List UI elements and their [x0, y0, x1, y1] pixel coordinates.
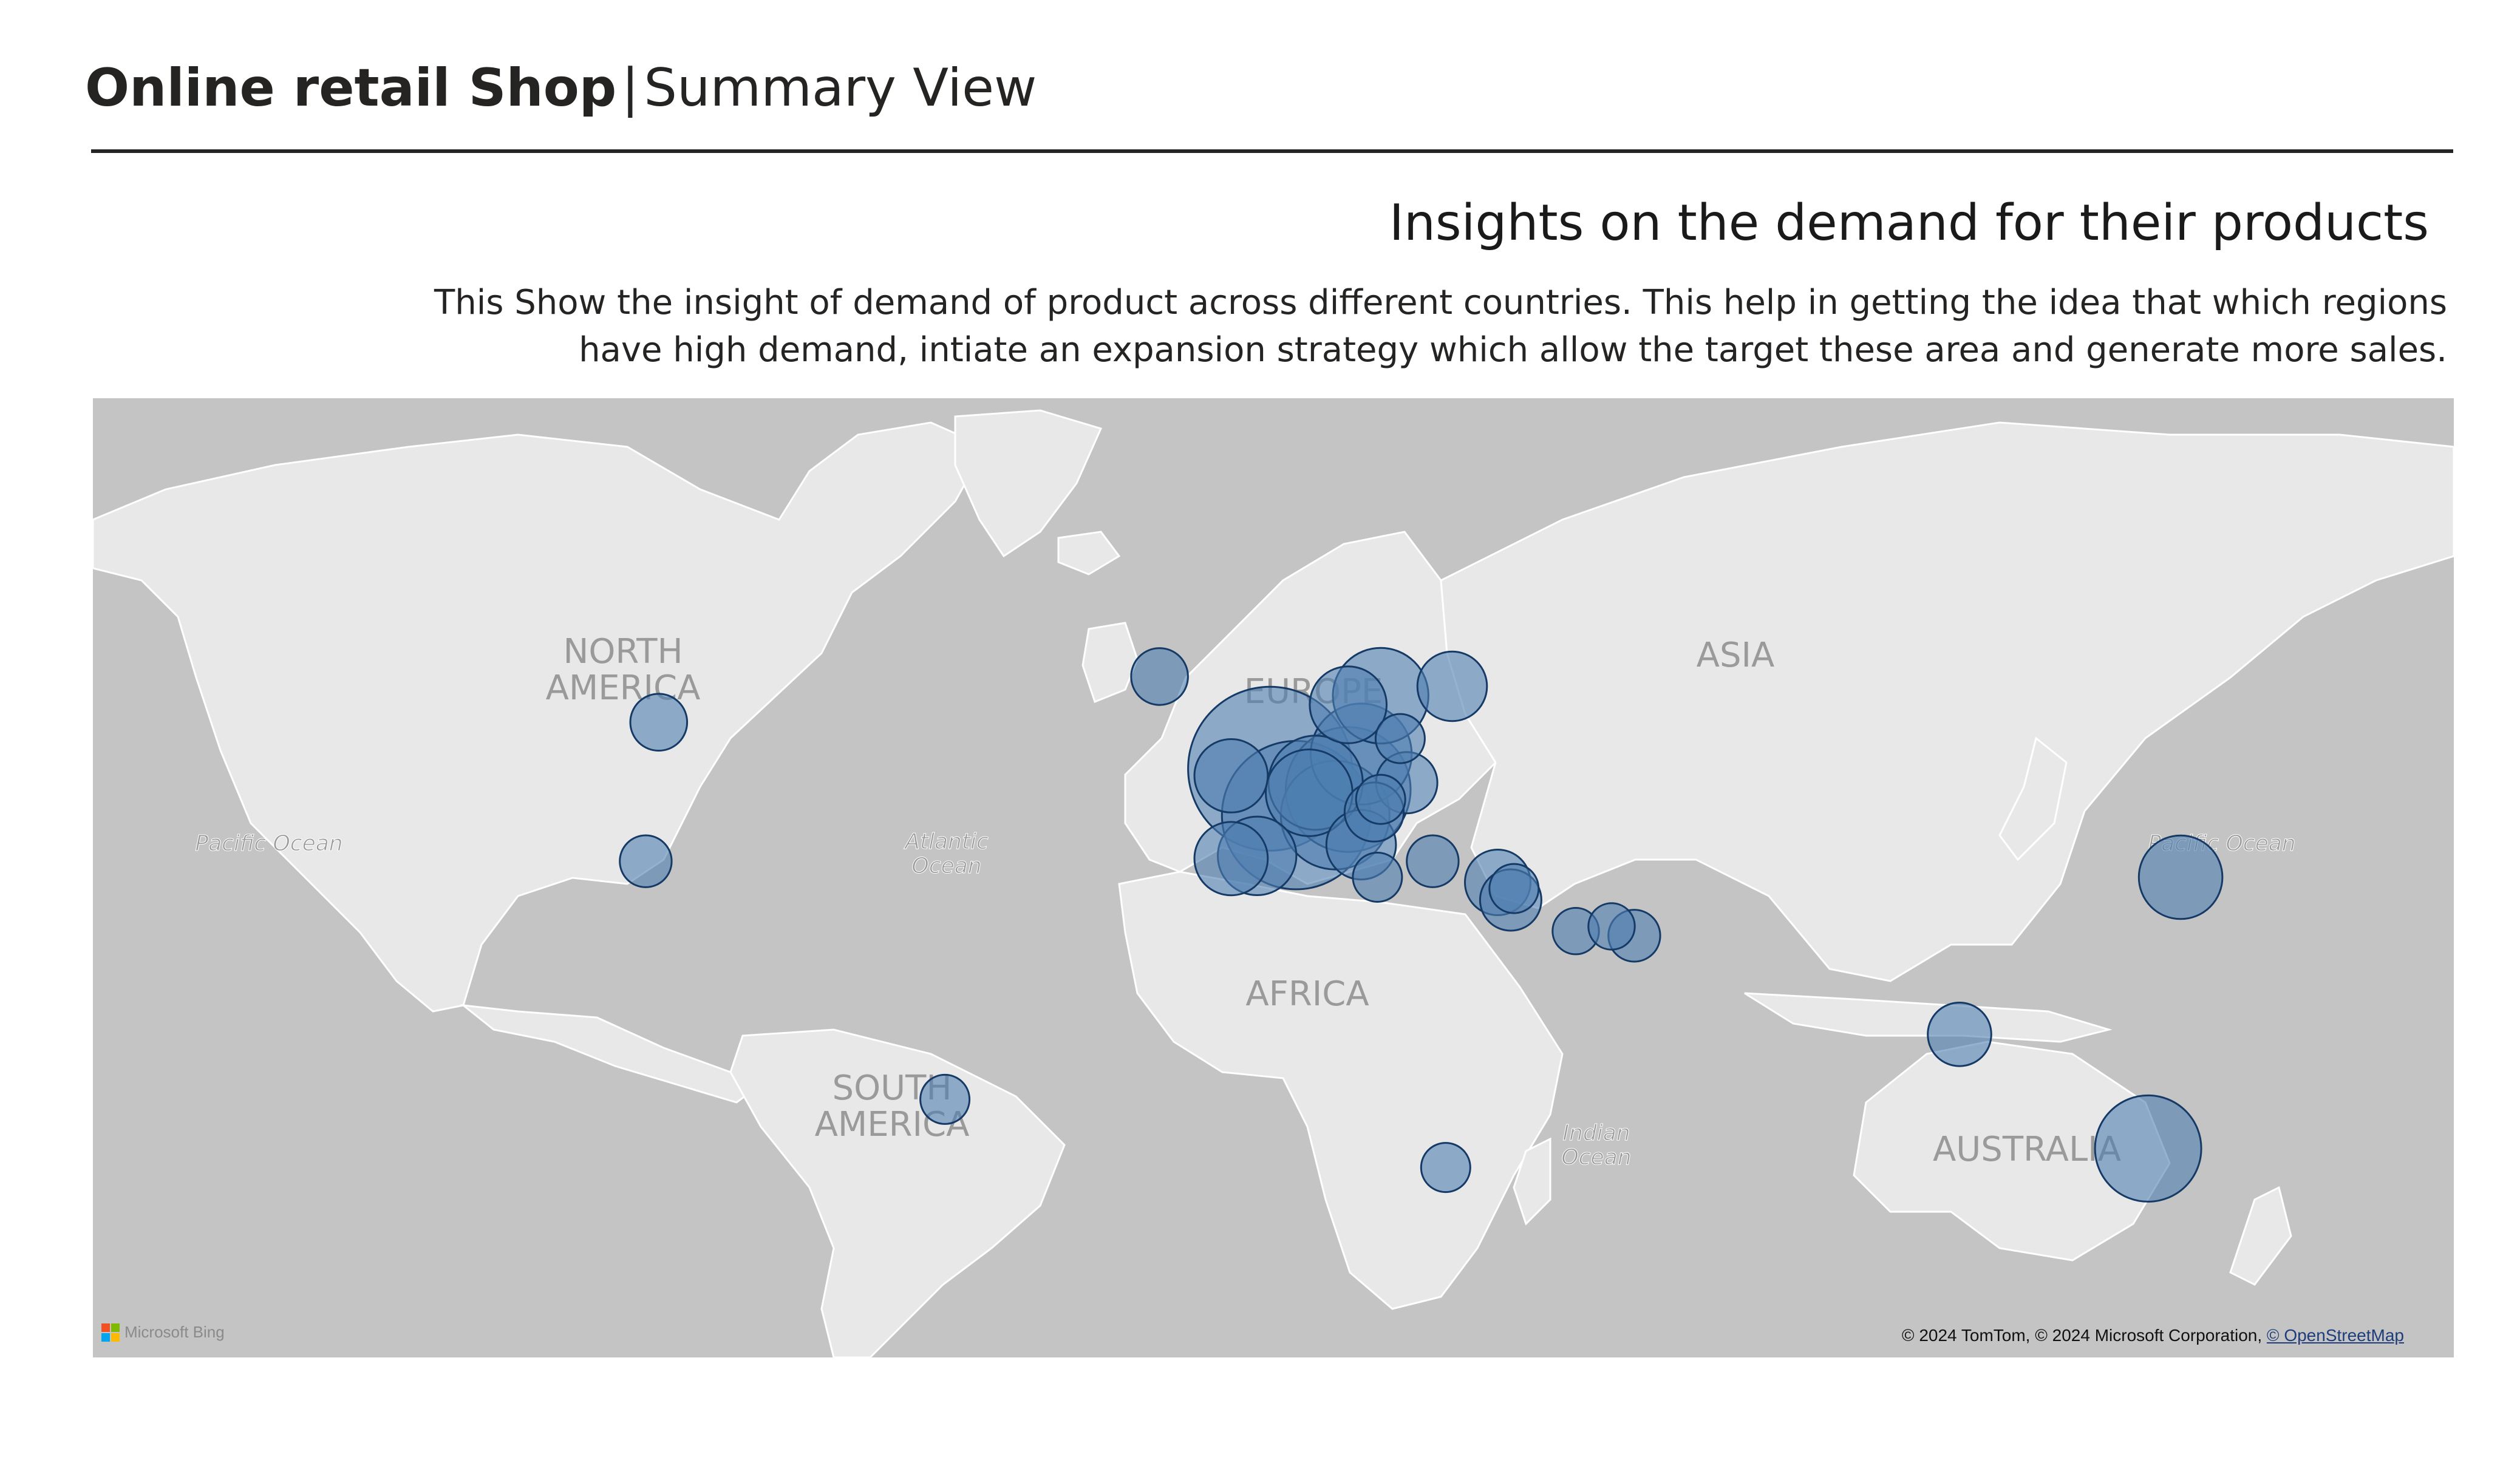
map-copyright: © 2024 TomTom, © 2024 Microsoft Corporat…: [1902, 1326, 2404, 1345]
bing-logo-text: Microsoft Bing: [124, 1323, 225, 1341]
africa-landmass: [1118, 871, 1564, 1310]
greenland: [954, 409, 1103, 558]
demand-bubble[interactable]: [1927, 1002, 1992, 1067]
label-north-america-line1: NORTH: [563, 632, 683, 671]
label-africa: AFRICA: [1245, 974, 1369, 1014]
label-atlantic-ocean-line1: Atlantic: [904, 829, 989, 854]
south-america-landmass: [729, 1028, 1066, 1357]
demand-bubble[interactable]: [1130, 647, 1189, 706]
demand-bubble[interactable]: [629, 693, 689, 752]
header-divider: [91, 149, 2453, 153]
label-indian-ocean-line1: Indian: [1562, 1121, 1630, 1146]
demand-bubble[interactable]: [1193, 821, 1269, 897]
demand-map[interactable]: NORTH AMERICA SOUTH AMERICA EUROPE ASIA …: [93, 398, 2454, 1357]
north-america-landmass: [93, 421, 987, 1013]
demand-bubble[interactable]: [619, 834, 673, 888]
demand-bubble[interactable]: [1352, 852, 1403, 903]
demand-bubble[interactable]: [2094, 1094, 2202, 1203]
demand-bubble[interactable]: [1587, 902, 1636, 951]
label-australia: AUSTRALIA: [1933, 1130, 2121, 1169]
copyright-text: © 2024 TomTom, © 2024 Microsoft Corporat…: [1901, 1326, 2267, 1345]
indonesia: [1744, 992, 2113, 1043]
iceland: [1057, 531, 1121, 576]
demand-bubble[interactable]: [1355, 773, 1406, 825]
demand-bubble[interactable]: [2137, 834, 2224, 920]
label-indian-ocean-line2: Ocean: [1561, 1145, 1631, 1170]
insight-description: This Show the insight of demand of produ…: [434, 283, 2447, 370]
new-zealand: [2229, 1186, 2292, 1286]
japan: [1998, 736, 2068, 861]
microsoft-bing-logo: Microsoft Bing: [101, 1323, 225, 1342]
demand-bubble[interactable]: [919, 1073, 971, 1125]
insight-title: Insights on the demand for their product…: [1389, 194, 2429, 252]
report-title: Online retail Shop|Summary View: [85, 58, 1037, 118]
great-britain: [1081, 622, 1139, 703]
label-pacific-ocean-west: Pacific Ocean: [195, 831, 342, 856]
map-canvas[interactable]: NORTH AMERICA SOUTH AMERICA EUROPE ASIA …: [93, 398, 2454, 1357]
openstreetmap-link[interactable]: © OpenStreetMap: [2266, 1326, 2404, 1345]
demand-bubble[interactable]: [1406, 834, 1460, 888]
demand-bubble[interactable]: [1416, 650, 1488, 722]
demand-bubble[interactable]: [1309, 665, 1388, 744]
label-atlantic-ocean-line2: Ocean: [911, 854, 981, 878]
label-asia: ASIA: [1697, 636, 1775, 675]
microsoft-logo-icon: [101, 1323, 120, 1342]
title-separator: |: [621, 58, 639, 118]
report-title-bold: Online retail Shop: [85, 58, 617, 118]
report-subtitle: Summary View: [644, 58, 1037, 118]
demand-bubble[interactable]: [1193, 738, 1269, 813]
demand-bubble[interactable]: [1420, 1142, 1471, 1194]
demand-bubble[interactable]: [1488, 863, 1540, 914]
madagascar: [1513, 1137, 1551, 1226]
demand-bubbles: [619, 647, 2224, 1203]
demand-bubble[interactable]: [1374, 713, 1426, 764]
